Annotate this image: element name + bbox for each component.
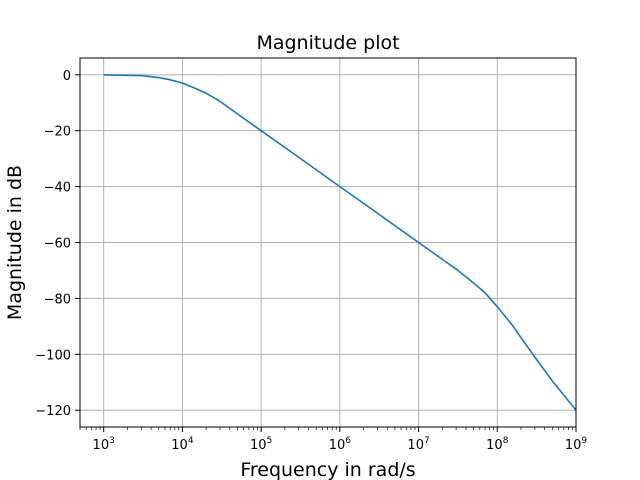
x-tick-label-base: 10 bbox=[486, 438, 503, 453]
x-tick-label-exponent: 3 bbox=[109, 436, 115, 446]
y-tick-label: −120 bbox=[35, 404, 71, 419]
y-tick-label: 0 bbox=[63, 69, 71, 84]
y-tick-label: −80 bbox=[44, 292, 71, 307]
x-tick-label-exponent: 8 bbox=[503, 436, 509, 446]
x-tick-label-base: 10 bbox=[171, 438, 188, 453]
x-tick-label: 103 bbox=[93, 436, 115, 453]
x-tick-label: 107 bbox=[407, 436, 429, 453]
x-tick-label: 106 bbox=[329, 436, 352, 453]
x-tick-label-exponent: 9 bbox=[581, 436, 587, 446]
x-axis-label: Frequency in rad/s bbox=[240, 459, 415, 480]
y-tick-label: −40 bbox=[44, 181, 71, 196]
x-tick-label-exponent: 6 bbox=[345, 436, 351, 446]
x-tick-label-base: 10 bbox=[565, 438, 582, 453]
y-tick-label: −60 bbox=[44, 237, 71, 252]
tick-layer: 103 104 105 106 107 108 1090−20−40−60−80−100−1… bbox=[35, 69, 587, 453]
y-tick-label: −20 bbox=[44, 125, 71, 140]
grid-layer bbox=[80, 58, 577, 427]
x-tick-label-base: 10 bbox=[93, 438, 110, 453]
x-tick-label: 104 bbox=[171, 436, 194, 453]
x-tick-label-base: 10 bbox=[250, 438, 267, 453]
x-tick-label-exponent: 4 bbox=[188, 436, 194, 446]
series-layer bbox=[103, 73, 577, 411]
magnitude-series-line bbox=[103, 73, 577, 411]
x-tick-label-base: 10 bbox=[407, 438, 424, 453]
x-tick-label-base: 10 bbox=[329, 438, 346, 453]
x-tick-label-exponent: 7 bbox=[424, 436, 430, 446]
x-tick-label: 109 bbox=[565, 436, 588, 453]
y-tick-label: −100 bbox=[35, 348, 71, 363]
x-tick-label-exponent: 5 bbox=[267, 436, 273, 446]
y-axis-label: Magnitude in dB bbox=[4, 165, 26, 320]
x-tick-label: 105 bbox=[250, 436, 272, 453]
chart-title: Magnitude plot bbox=[256, 32, 399, 54]
x-tick-label: 108 bbox=[486, 436, 509, 453]
